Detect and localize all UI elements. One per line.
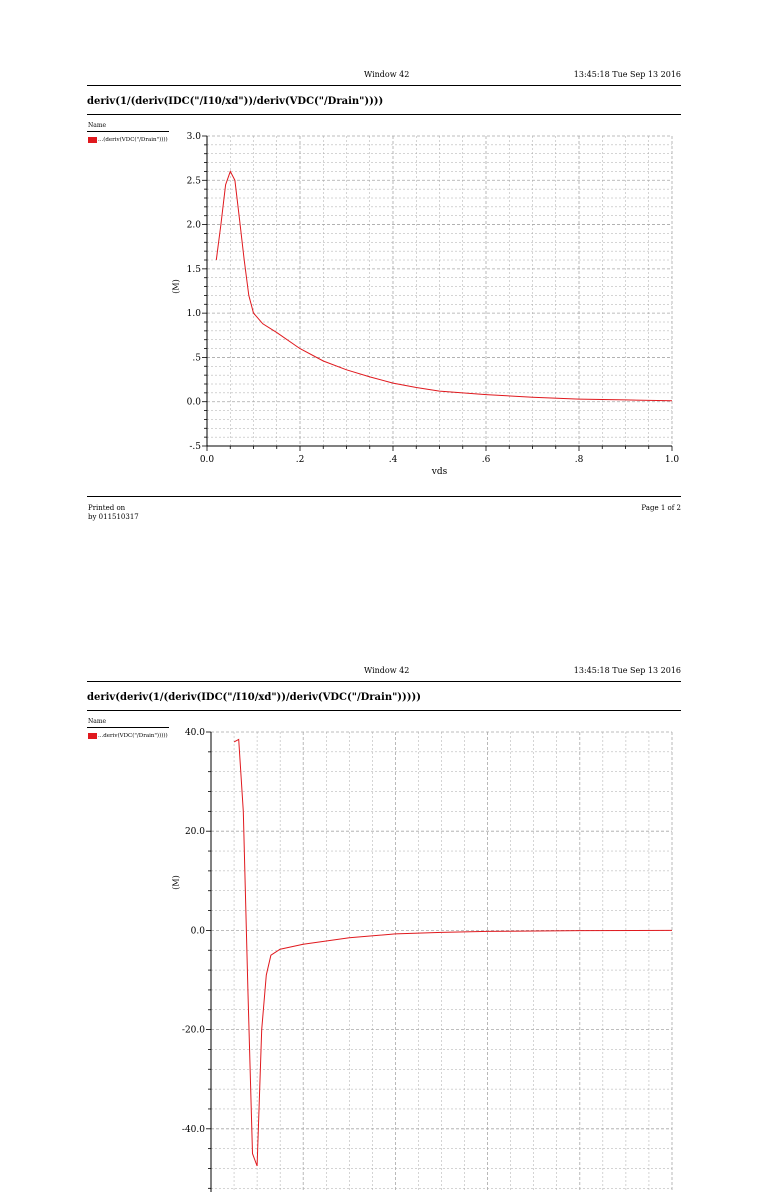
x-tick-label: .4 bbox=[389, 455, 398, 465]
legend-swatch bbox=[88, 733, 97, 739]
y-tick-label: -20.0 bbox=[182, 1026, 205, 1036]
footer-rule bbox=[87, 496, 681, 497]
y-tick-label: 2.5 bbox=[187, 176, 202, 186]
y-tick-label: 20.0 bbox=[185, 827, 205, 837]
chart-2[interactable]: -40.0 -20.0 0.0 20.0 40.0 bbox=[0, 596, 768, 1192]
window-label: Window 42 bbox=[364, 70, 410, 79]
y-tick-label: 0.0 bbox=[191, 926, 206, 936]
x-tick-label: 0.0 bbox=[200, 455, 215, 465]
page-1: Window 42 13:45:18 Tue Sep 13 2016 deriv… bbox=[0, 0, 768, 596]
y-tick-label: 0.0 bbox=[187, 398, 202, 408]
header-rule bbox=[87, 85, 681, 86]
y-tick-label: 2.0 bbox=[187, 221, 202, 231]
window-label: Window 42 bbox=[364, 666, 410, 675]
plot-title: deriv(1/(deriv(IDC("/I10/xd"))/deriv(VDC… bbox=[87, 96, 384, 107]
title-rule bbox=[87, 710, 681, 711]
x-tick-label: .6 bbox=[482, 455, 491, 465]
series-line bbox=[233, 738, 673, 1167]
header-rule bbox=[87, 681, 681, 682]
legend-label: ...deriv(VDC("/Drain"))))) bbox=[98, 733, 168, 739]
page-2: Window 42 13:45:18 Tue Sep 13 2016 deriv… bbox=[0, 596, 768, 1192]
x-tick-label: 1.0 bbox=[665, 455, 680, 465]
legend-label: ...(deriv(VDC("/Drain")))) bbox=[98, 137, 168, 143]
legend-entry[interactable]: ...(deriv(VDC("/Drain")))) bbox=[88, 137, 168, 143]
legend-rule bbox=[87, 727, 169, 728]
legend-header: Name bbox=[88, 718, 107, 725]
chart-1[interactable]: -.5 0.0 .5 1.0 1.5 2.0 2.5 3.0 0.0 .2 .4 .6 .8 1.0 vds bbox=[0, 0, 768, 596]
y-tick-label: 3.0 bbox=[187, 132, 202, 142]
y-tick-label: .5 bbox=[192, 353, 201, 363]
series-line bbox=[215, 170, 673, 402]
legend-entry[interactable]: ...deriv(VDC("/Drain"))))) bbox=[88, 733, 168, 739]
legend-header: Name bbox=[88, 122, 107, 129]
printed-by-label: by 011510317 bbox=[88, 513, 139, 521]
plot-title: deriv(deriv(1/(deriv(IDC("/I10/xd"))/der… bbox=[87, 692, 421, 703]
legend-rule bbox=[87, 131, 169, 132]
printed-on-label: Printed on bbox=[88, 504, 126, 512]
print-datetime: 13:45:18 Tue Sep 13 2016 bbox=[573, 666, 681, 675]
x-axis-label: vds bbox=[431, 467, 448, 477]
page-number: Page 1 of 2 bbox=[641, 504, 681, 512]
legend-swatch bbox=[88, 137, 97, 143]
x-tick-label: .8 bbox=[575, 455, 584, 465]
x-tick-label: .2 bbox=[296, 455, 305, 465]
y-tick-label: -.5 bbox=[189, 442, 201, 452]
title-rule bbox=[87, 114, 681, 115]
y-tick-label: 1.5 bbox=[187, 265, 202, 275]
print-datetime: 13:45:18 Tue Sep 13 2016 bbox=[573, 70, 681, 79]
y-tick-label: 40.0 bbox=[185, 728, 205, 738]
y-tick-label: -40.0 bbox=[182, 1125, 205, 1135]
print-info: Printed on by 011510317 bbox=[88, 504, 139, 522]
y-tick-label: 1.0 bbox=[187, 309, 202, 319]
